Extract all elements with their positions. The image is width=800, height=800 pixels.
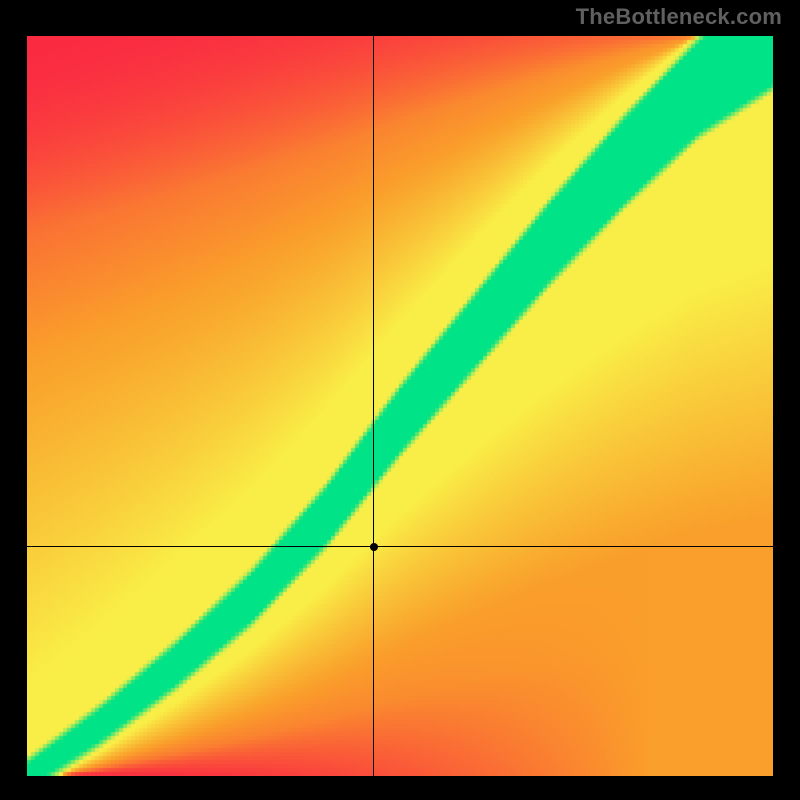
operating-point-marker bbox=[370, 543, 378, 551]
chart-frame: TheBottleneck.com bbox=[0, 0, 800, 800]
crosshair-horizontal bbox=[27, 546, 773, 547]
watermark-text: TheBottleneck.com bbox=[576, 4, 782, 30]
heatmap-plot bbox=[27, 36, 773, 776]
crosshair-vertical bbox=[373, 36, 374, 776]
heatmap-canvas bbox=[27, 36, 773, 776]
